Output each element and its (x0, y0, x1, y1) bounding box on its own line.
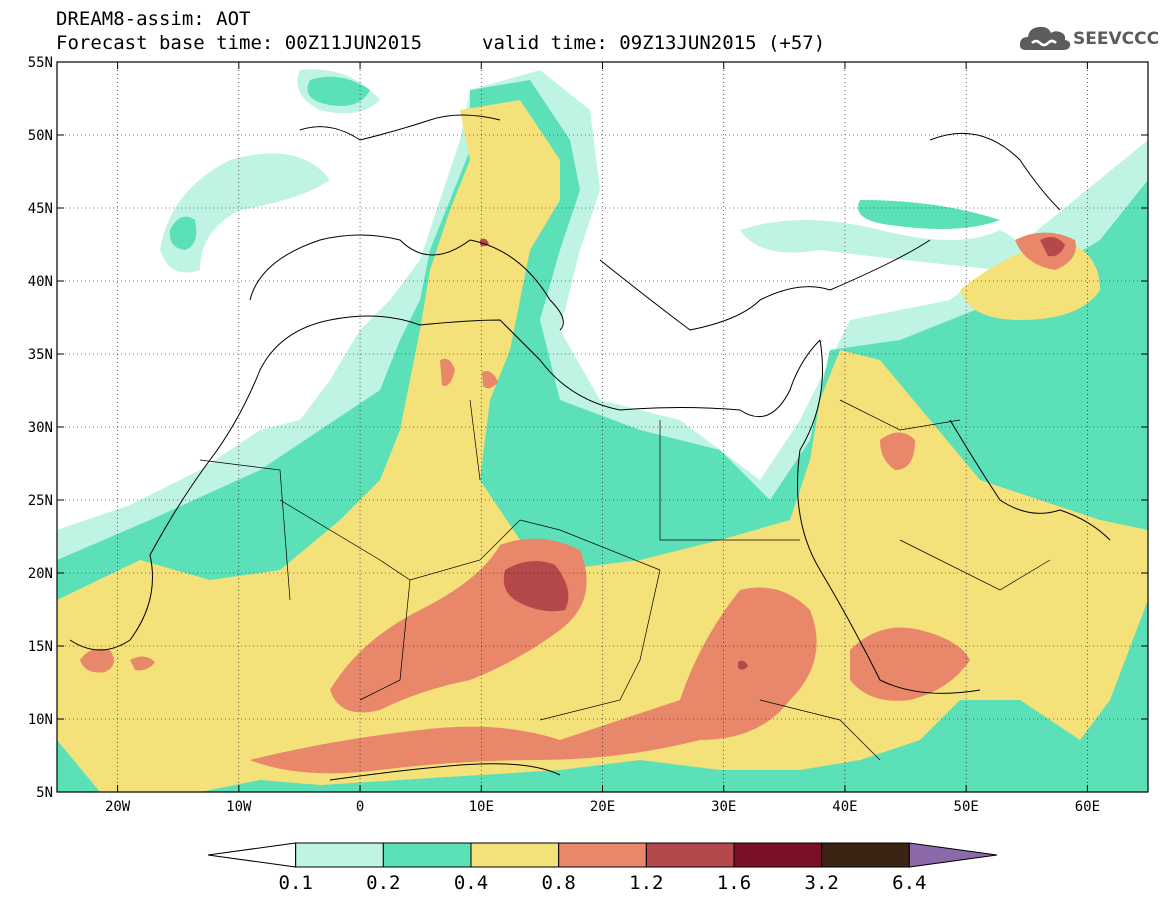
seevccc-logo: SEEVCCC (1018, 22, 1160, 58)
lat-tick-label: 45N (28, 201, 53, 217)
lat-tick-label: 5N (36, 785, 53, 801)
colorbar-swatch (645, 842, 735, 868)
colorbar-swatch-max (908, 842, 998, 868)
lat-tick-label: 35N (28, 347, 53, 363)
lon-tick-label: 10W (226, 799, 252, 815)
lat-tick-label: 30N (28, 420, 53, 436)
valid-time: valid time: 09Z13JUN2015 (+57) (482, 32, 826, 54)
coastlines (69, 114, 1111, 781)
colorbar: 0.1 0.2 0.4 0.8 1.2 1.6 3.2 6.4 (207, 842, 998, 894)
axis-ticks: 20W 10W 0 10E 20E 30E 40E 50E 60E 55N 50N 45N 40N 35N… (28, 55, 1148, 815)
colorbar-label: 1.2 (629, 872, 663, 894)
colorbar-label: 6.4 (892, 872, 926, 894)
chart-title: DREAM8-assim: AOT (56, 8, 251, 30)
colorbar-swatch (382, 842, 472, 868)
lat-tick-label: 20N (28, 566, 53, 582)
colorbar-label: 3.2 (805, 872, 839, 894)
lat-tick-label: 15N (28, 639, 53, 655)
cloud-icon (1019, 26, 1071, 50)
colorbar-label: 0.1 (279, 872, 313, 894)
logo-text: SEEVCCC (1073, 29, 1160, 49)
lon-tick-label: 20E (590, 799, 615, 815)
forecast-base-time: Forecast base time: 00Z11JUN2015 (56, 32, 423, 54)
colorbar-swatch (295, 842, 384, 868)
colorbar-swatch (558, 842, 647, 868)
country-borders (199, 399, 1051, 761)
colorbar-swatch (821, 842, 910, 868)
colorbar-swatch-min (207, 842, 297, 868)
lon-tick-label: 20W (105, 799, 131, 815)
lat-tick-label: 25N (28, 493, 53, 509)
colorbar-label: 0.8 (542, 872, 576, 894)
lon-tick-label: 30E (711, 799, 736, 815)
lat-tick-label: 50N (28, 128, 53, 144)
lon-tick-label: 10E (469, 799, 494, 815)
lat-tick-label: 10N (28, 712, 53, 728)
lon-tick-label: 60E (1075, 799, 1100, 815)
lat-tick-label: 40N (28, 274, 53, 290)
lon-tick-label: 40E (832, 799, 857, 815)
colorbar-label: 0.4 (454, 872, 488, 894)
colorbar-swatch (470, 842, 560, 868)
lat-tick-label: 55N (28, 55, 53, 71)
lon-tick-label: 50E (954, 799, 979, 815)
colorbar-swatch (733, 842, 823, 868)
colorbar-label: 1.6 (717, 872, 751, 894)
lon-tick-label: 0 (356, 799, 364, 815)
gridlines (57, 61, 1148, 793)
colorbar-label: 0.2 (366, 872, 400, 894)
